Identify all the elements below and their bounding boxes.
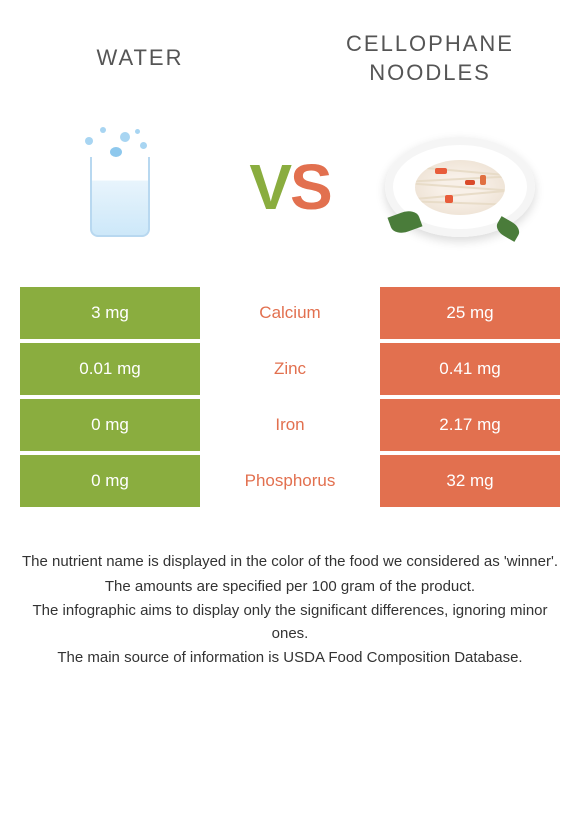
- left-value: 3 mg: [20, 287, 200, 339]
- nutrient-label: Zinc: [200, 343, 380, 395]
- right-title: Cellophane noodles: [330, 30, 530, 87]
- right-value: 32 mg: [380, 455, 560, 507]
- images-row: VS: [0, 97, 580, 287]
- nutrient-label: Calcium: [200, 287, 380, 339]
- vs-s: S: [290, 151, 331, 223]
- left-title: Water: [50, 44, 230, 73]
- comparison-table: 3 mgCalcium25 mg0.01 mgZinc0.41 mg0 mgIr…: [20, 287, 560, 511]
- table-row: 0 mgIron2.17 mg: [20, 399, 560, 455]
- table-row: 3 mgCalcium25 mg: [20, 287, 560, 343]
- noodles-image: [380, 117, 540, 257]
- footer-line-2: The amounts are specified per 100 gram o…: [20, 576, 560, 599]
- vs-v: V: [249, 151, 290, 223]
- right-value: 25 mg: [380, 287, 560, 339]
- right-value: 2.17 mg: [380, 399, 560, 451]
- right-value: 0.41 mg: [380, 343, 560, 395]
- table-row: 0.01 mgZinc0.41 mg: [20, 343, 560, 399]
- header: Water Cellophane noodles: [0, 0, 580, 97]
- nutrient-label: Phosphorus: [200, 455, 380, 507]
- footer-line-4: The main source of information is USDA F…: [20, 647, 560, 670]
- left-value: 0.01 mg: [20, 343, 200, 395]
- vs-label: VS: [249, 150, 330, 224]
- footer-line-1: The nutrient name is displayed in the co…: [20, 551, 560, 574]
- nutrient-label: Iron: [200, 399, 380, 451]
- water-image: [40, 117, 200, 257]
- left-value: 0 mg: [20, 455, 200, 507]
- table-row: 0 mgPhosphorus32 mg: [20, 455, 560, 511]
- left-value: 0 mg: [20, 399, 200, 451]
- footer-line-3: The infographic aims to display only the…: [20, 600, 560, 645]
- footer-notes: The nutrient name is displayed in the co…: [0, 511, 580, 670]
